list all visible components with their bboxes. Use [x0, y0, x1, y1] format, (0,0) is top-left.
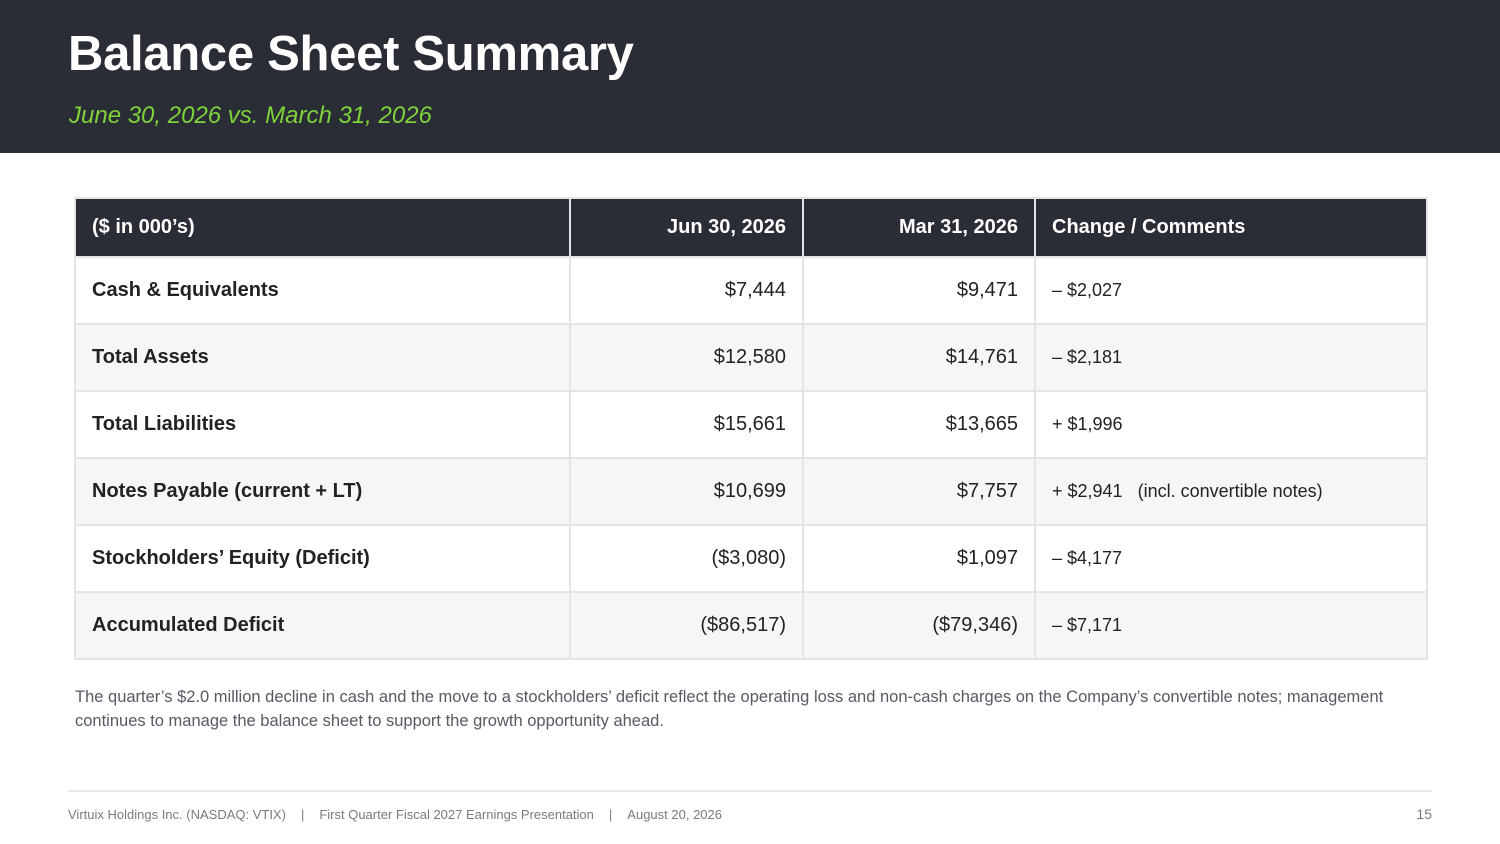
column-header-label: ($ in 000’s) [74, 197, 571, 258]
cell-change: + $1,996 [1034, 390, 1428, 459]
cell-change: – $2,027 [1034, 256, 1428, 325]
cell-jun: $7,444 [569, 256, 804, 325]
footer-company: Virtuix Holdings Inc. (NASDAQ: VTIX) [68, 807, 286, 822]
cell-change: – $7,171 [1034, 591, 1428, 660]
row-label: Notes Payable (current + LT) [74, 457, 571, 526]
table-row: Stockholders’ Equity (Deficit) ($3,080) … [74, 524, 1428, 593]
cell-jun: $10,699 [569, 457, 804, 526]
cell-mar: $9,471 [802, 256, 1036, 325]
table-header-row: ($ in 000’s) Jun 30, 2026 Mar 31, 2026 C… [74, 197, 1428, 258]
cell-jun: ($86,517) [569, 591, 804, 660]
cell-mar: $13,665 [802, 390, 1036, 459]
footer-separator: | [608, 807, 613, 822]
summary-note: The quarter’s $2.0 million decline in ca… [75, 688, 1384, 730]
row-label: Cash & Equivalents [74, 256, 571, 325]
footer-presentation: First Quarter Fiscal 2027 Earnings Prese… [319, 807, 594, 822]
table-row: Cash & Equivalents $7,444 $9,471 – $2,02… [74, 256, 1428, 325]
cell-mar: $1,097 [802, 524, 1036, 593]
cell-mar: $14,761 [802, 323, 1036, 392]
balance-sheet-table: ($ in 000’s) Jun 30, 2026 Mar 31, 2026 C… [74, 197, 1428, 660]
page-subtitle: June 30, 2026 vs. March 31, 2026 [69, 102, 432, 129]
header-bar: Balance Sheet Summary June 30, 2026 vs. … [0, 0, 1500, 153]
cell-change: – $2,181 [1034, 323, 1428, 392]
cell-jun: ($3,080) [569, 524, 804, 593]
table-row: Notes Payable (current + LT) $10,699 $7,… [74, 457, 1428, 526]
row-label: Accumulated Deficit [74, 591, 571, 660]
table-row: Total Liabilities $15,661 $13,665 + $1,9… [74, 390, 1428, 459]
footer: Virtuix Holdings Inc. (NASDAQ: VTIX) | Fir… [68, 807, 722, 822]
table-row: Total Assets $12,580 $14,761 – $2,181 [74, 323, 1428, 392]
row-label: Total Liabilities [74, 390, 571, 459]
cell-mar: ($79,346) [802, 591, 1036, 660]
cell-jun: $15,661 [569, 390, 804, 459]
footer-separator: | [300, 807, 305, 822]
page-number: 15 [1416, 806, 1432, 822]
column-header-jun: Jun 30, 2026 [569, 197, 804, 258]
footer-divider [68, 790, 1432, 792]
column-header-mar: Mar 31, 2026 [802, 197, 1036, 258]
column-header-change: Change / Comments [1034, 197, 1428, 258]
cell-change: + $2,941 (incl. convertible notes) [1034, 457, 1428, 526]
page-title: Balance Sheet Summary [68, 27, 634, 81]
row-label: Total Assets [74, 323, 571, 392]
table-row: Accumulated Deficit ($86,517) ($79,346) … [74, 591, 1428, 660]
row-label: Stockholders’ Equity (Deficit) [74, 524, 571, 593]
cell-mar: $7,757 [802, 457, 1036, 526]
cell-jun: $12,580 [569, 323, 804, 392]
cell-change: – $4,177 [1034, 524, 1428, 593]
footer-date: August 20, 2026 [627, 807, 722, 822]
